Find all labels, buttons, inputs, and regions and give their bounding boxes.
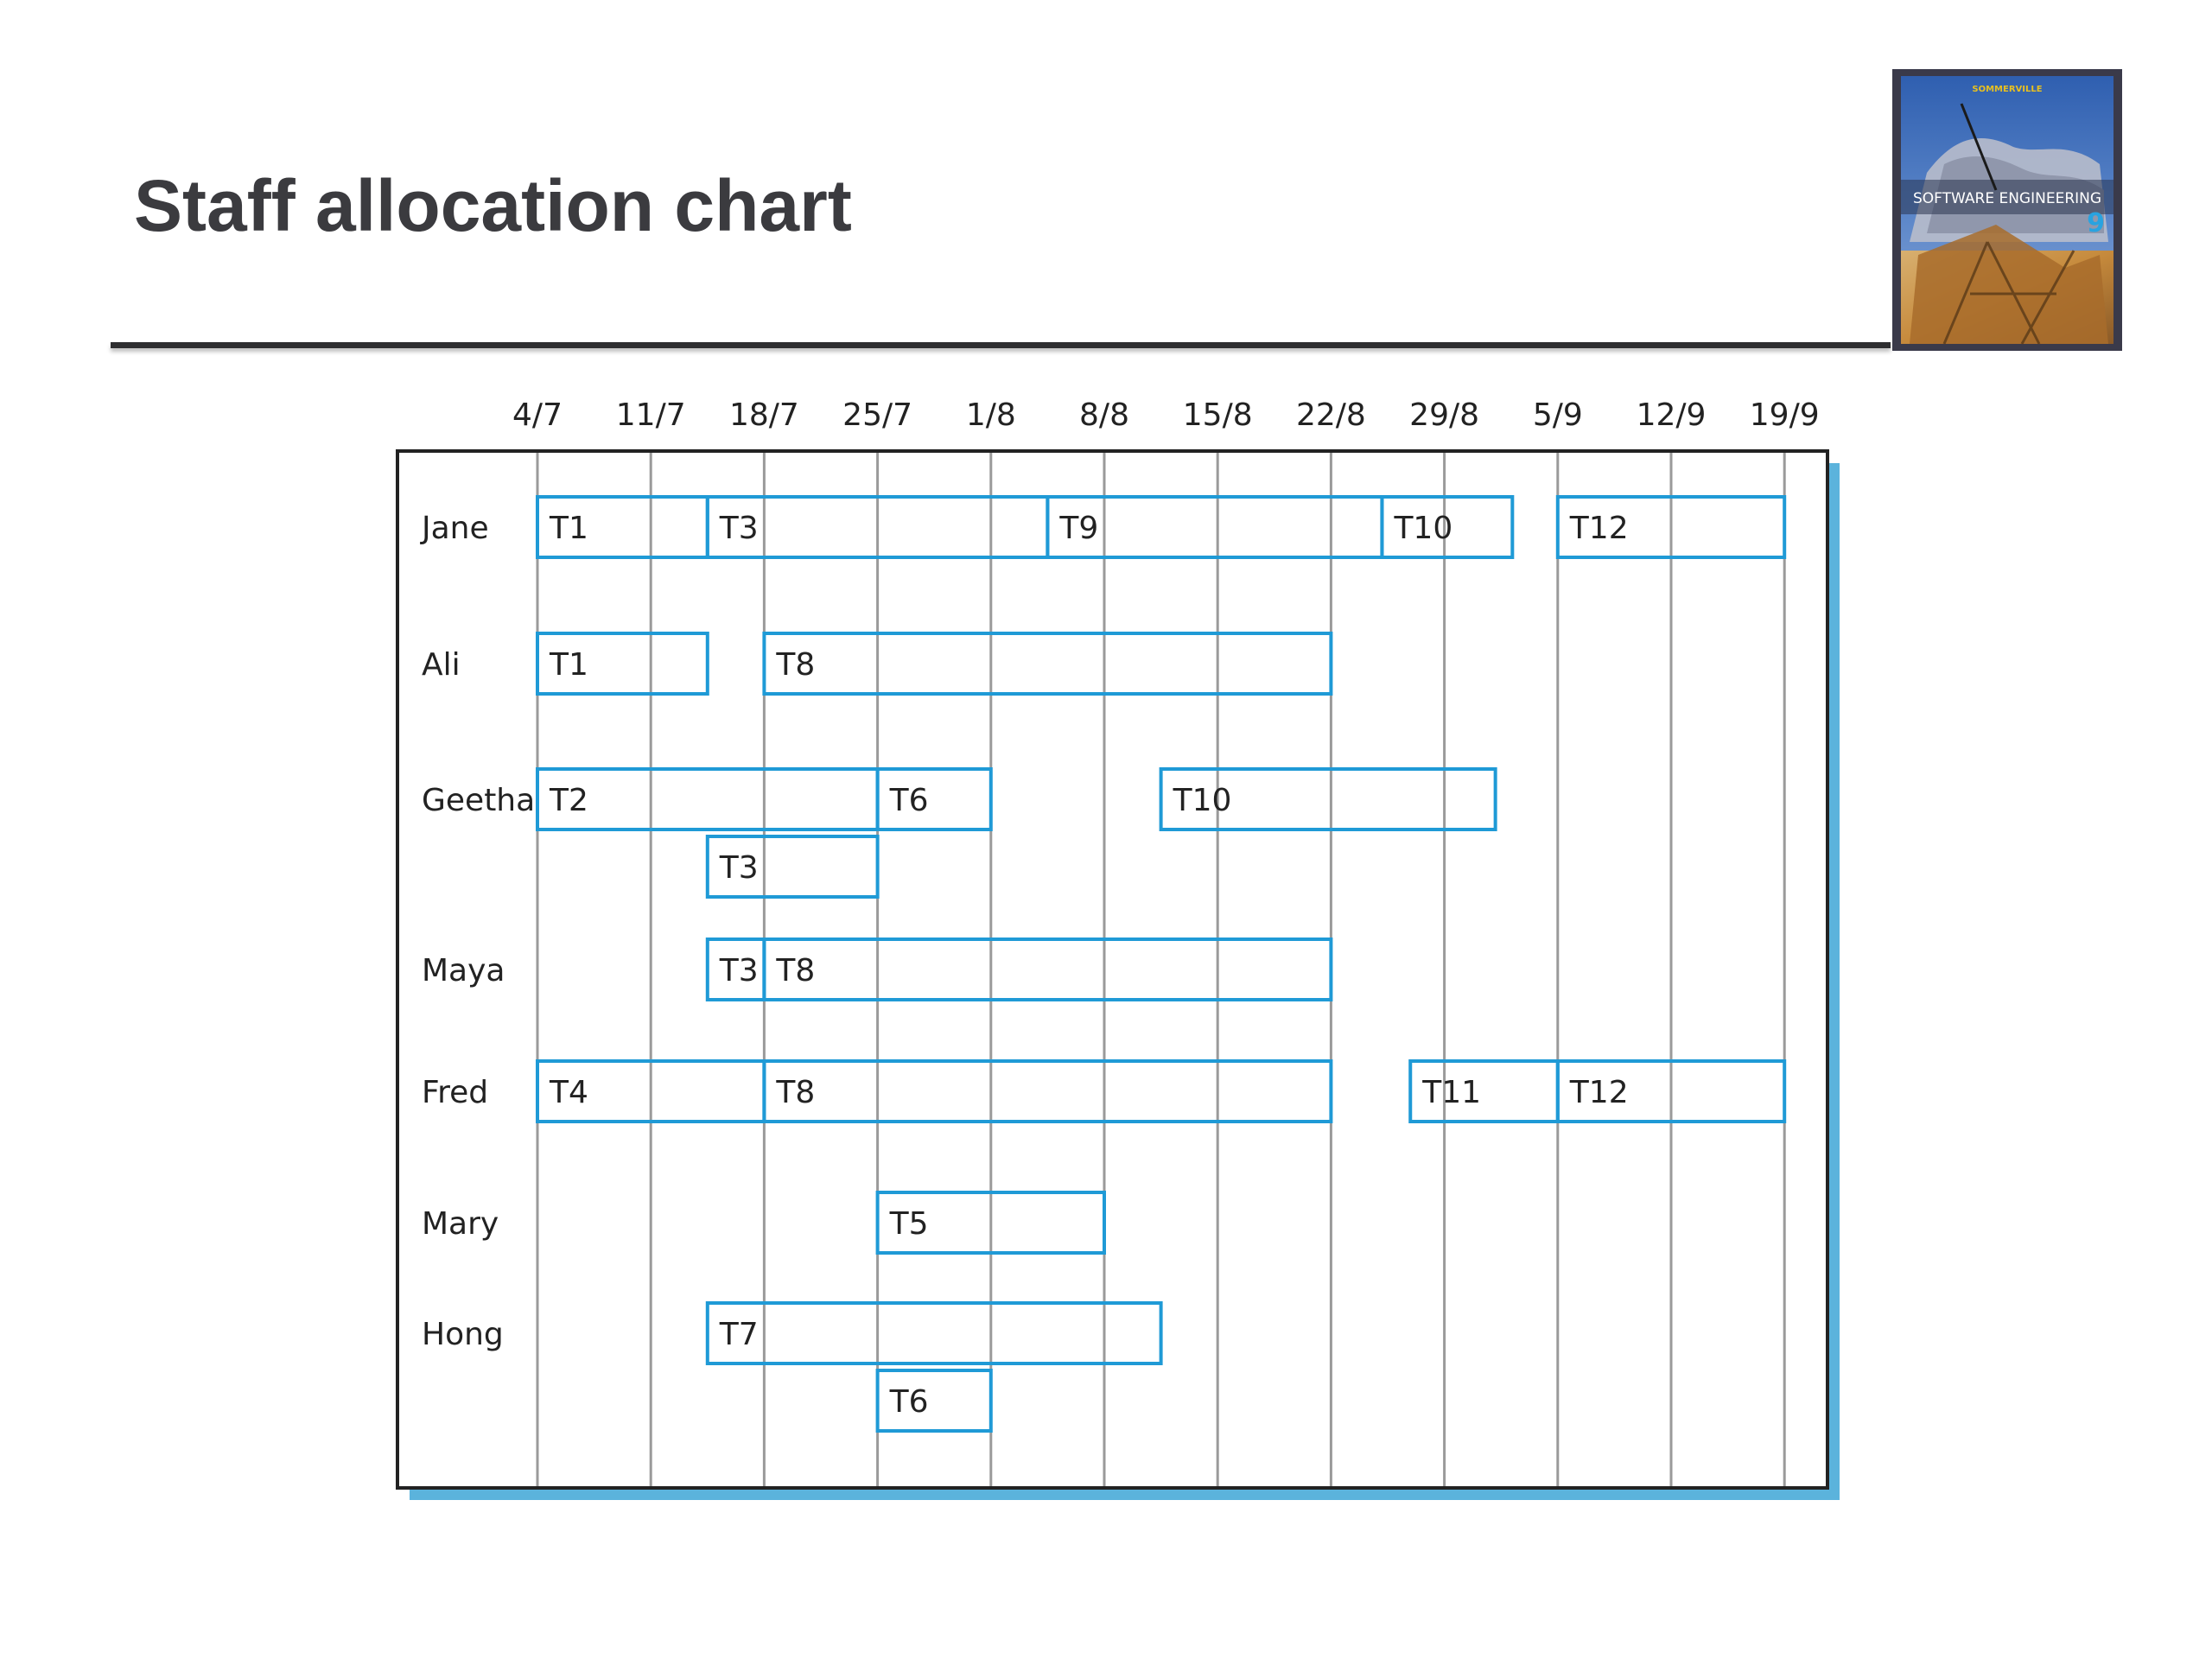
task-bar: T1 bbox=[536, 495, 709, 559]
date-tick-label: 25/7 bbox=[842, 397, 912, 433]
task-label: T12 bbox=[1569, 1075, 1629, 1110]
person-label: Hong bbox=[422, 1317, 504, 1352]
task-bar: T5 bbox=[875, 1191, 1106, 1255]
task-bar: T12 bbox=[1555, 495, 1787, 559]
task-label: T6 bbox=[889, 783, 929, 818]
task-label: T9 bbox=[1058, 511, 1098, 546]
date-tick-label: 8/8 bbox=[1079, 397, 1129, 433]
task-label: T10 bbox=[1173, 783, 1232, 818]
task-bar: T8 bbox=[762, 938, 1333, 1001]
date-tick-label: 22/8 bbox=[1296, 397, 1366, 433]
date-tick-label: 15/8 bbox=[1183, 397, 1253, 433]
task-label: T12 bbox=[1569, 511, 1629, 546]
book-cover-image: SOMMERVILLE SOFTWARE ENGINEERING 9 bbox=[1892, 69, 2122, 351]
task-label: T8 bbox=[775, 1075, 815, 1110]
task-bar-rect bbox=[536, 632, 709, 696]
person-label: Jane bbox=[420, 511, 489, 546]
task-label: T3 bbox=[719, 850, 759, 886]
date-tick-label: 12/9 bbox=[1637, 397, 1707, 433]
task-bar-rect bbox=[762, 938, 1333, 1001]
task-bar-rect bbox=[762, 632, 1333, 696]
task-label: T3 bbox=[719, 511, 759, 546]
task-bar: T6 bbox=[875, 767, 993, 831]
task-bar: T10 bbox=[1380, 495, 1515, 559]
task-bar-rect bbox=[762, 1059, 1333, 1123]
task-bar: T8 bbox=[762, 1059, 1333, 1123]
person-label: Geetha bbox=[422, 783, 535, 818]
task-bar: T3 bbox=[705, 938, 766, 1001]
person-label: Mary bbox=[422, 1206, 499, 1242]
task-bar-rect bbox=[1555, 495, 1787, 559]
chart-frame bbox=[396, 449, 1829, 1490]
task-bar-rect bbox=[1159, 767, 1497, 831]
task-bar-rect bbox=[705, 835, 880, 899]
task-label: T8 bbox=[775, 953, 815, 988]
task-bar: T7 bbox=[705, 1301, 1163, 1365]
task-bar-rect bbox=[875, 767, 993, 831]
task-label: T1 bbox=[549, 647, 588, 683]
task-bar-rect bbox=[875, 1191, 1106, 1255]
task-bar: T3 bbox=[705, 835, 880, 899]
slide-title: Staff allocation chart bbox=[134, 165, 852, 246]
task-label: T3 bbox=[719, 953, 759, 988]
book-author: SOMMERVILLE bbox=[1972, 85, 2042, 94]
date-tick-label: 29/8 bbox=[1409, 397, 1479, 433]
task-label: T6 bbox=[889, 1384, 929, 1420]
date-tick-label: 19/9 bbox=[1750, 397, 1820, 433]
task-bar: T1 bbox=[536, 632, 709, 696]
task-label: T5 bbox=[889, 1206, 929, 1242]
task-bar: T8 bbox=[762, 632, 1333, 696]
date-tick-label: 4/7 bbox=[512, 397, 563, 433]
task-bar-rect bbox=[1380, 495, 1515, 559]
date-tick-label: 1/8 bbox=[966, 397, 1016, 433]
task-bar-rect bbox=[705, 1301, 1163, 1365]
task-label: T11 bbox=[1421, 1075, 1481, 1110]
title-divider bbox=[111, 342, 1891, 348]
date-tick-label: 11/7 bbox=[616, 397, 686, 433]
task-label: T8 bbox=[775, 647, 815, 683]
person-label: Maya bbox=[422, 953, 505, 988]
task-bar: T10 bbox=[1159, 767, 1497, 831]
date-tick-label: 18/7 bbox=[729, 397, 799, 433]
date-tick-label: 5/9 bbox=[1533, 397, 1583, 433]
task-bar-rect bbox=[875, 1369, 993, 1433]
task-bar: T12 bbox=[1555, 1059, 1787, 1123]
task-label: T1 bbox=[549, 511, 588, 546]
person-label: Fred bbox=[422, 1075, 488, 1110]
task-bar-rect bbox=[1555, 1059, 1787, 1123]
task-label: T10 bbox=[1393, 511, 1452, 546]
task-label: T4 bbox=[549, 1075, 588, 1110]
book-edition: 9 bbox=[2087, 208, 2105, 238]
task-bar: T6 bbox=[875, 1369, 993, 1433]
person-label: Ali bbox=[422, 647, 461, 683]
book-title: SOFTWARE ENGINEERING bbox=[1913, 190, 2101, 207]
task-label: T7 bbox=[719, 1317, 759, 1352]
task-label: T2 bbox=[549, 783, 588, 818]
